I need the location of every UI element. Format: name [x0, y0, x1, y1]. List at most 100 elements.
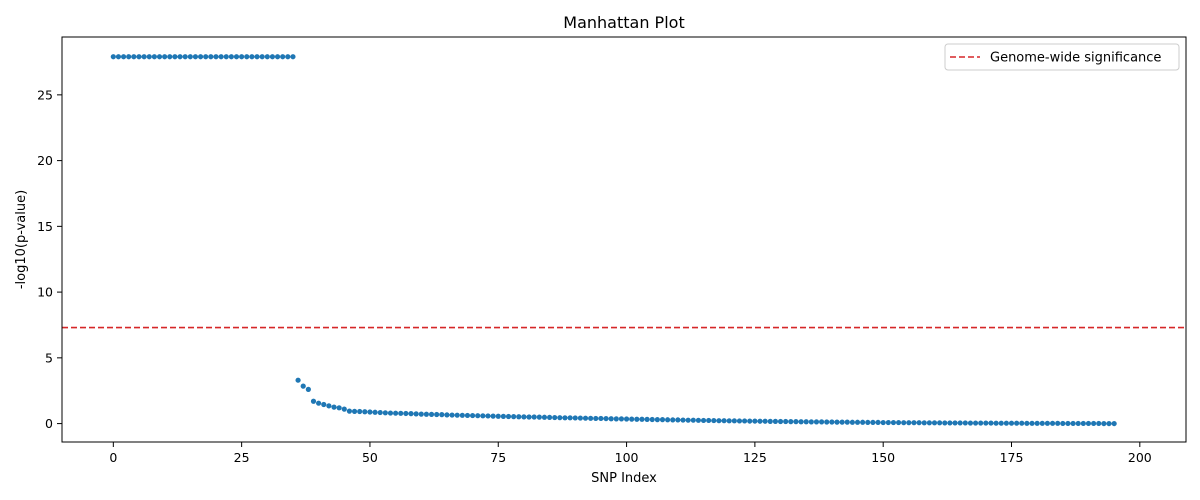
snp-point	[418, 411, 424, 417]
x-tick-label: 50	[362, 450, 378, 465]
snp-point	[469, 412, 476, 419]
snp-point	[1034, 420, 1040, 426]
snp-point	[254, 54, 260, 60]
snp-point	[870, 419, 876, 426]
snp-point	[259, 54, 265, 60]
snp-point	[998, 420, 1004, 426]
snp-point	[793, 419, 799, 425]
snp-point	[413, 411, 419, 417]
snp-point	[993, 420, 999, 426]
snp-point	[726, 418, 732, 424]
y-tick-label: 5	[45, 350, 53, 365]
snp-point	[783, 418, 789, 425]
snp-point	[639, 416, 645, 422]
snp-point	[120, 54, 127, 60]
snp-point	[670, 417, 676, 423]
x-tick-label: 0	[109, 450, 117, 465]
snp-point	[1065, 420, 1071, 427]
y-tick-label: 20	[37, 153, 53, 168]
snp-point	[777, 418, 784, 425]
snp-point	[321, 401, 327, 408]
snp-point	[680, 417, 686, 423]
snp-point	[110, 54, 116, 60]
snp-point	[582, 415, 589, 421]
x-tick-label: 175	[1000, 450, 1024, 465]
snp-point	[916, 420, 922, 426]
snp-point	[541, 414, 548, 420]
snp-point	[885, 419, 891, 426]
snp-point	[552, 414, 558, 421]
snp-point	[983, 420, 989, 426]
snp-point	[865, 419, 871, 426]
snp-point	[1085, 420, 1092, 427]
snp-point	[187, 54, 193, 60]
snp-point	[813, 419, 820, 425]
snp-point	[1101, 420, 1107, 427]
snp-point	[1091, 420, 1097, 427]
snp-point	[346, 408, 353, 414]
snp-point	[588, 415, 594, 421]
snp-point	[978, 420, 984, 426]
snp-point	[906, 420, 912, 426]
snp-point	[767, 418, 773, 424]
x-tick-label: 100	[615, 450, 639, 465]
snp-point	[1024, 420, 1030, 426]
y-axis-label: -log10(p-value)	[14, 190, 29, 289]
y-axis-ticks: 0 5 10 15 20 25	[37, 87, 62, 431]
snp-point	[921, 420, 927, 426]
snp-point	[274, 54, 281, 60]
snp-point	[208, 54, 214, 60]
snp-point	[428, 411, 435, 417]
snp-point	[649, 416, 655, 423]
snp-point	[244, 54, 250, 60]
snp-point	[911, 420, 917, 426]
snp-point	[942, 420, 948, 426]
snp-point	[839, 419, 845, 425]
snp-point	[167, 54, 173, 60]
snp-point	[752, 418, 758, 424]
legend-box	[944, 43, 1180, 71]
snp-point	[233, 54, 240, 60]
snp-point	[408, 411, 414, 417]
snp-point	[972, 420, 979, 426]
snp-point	[131, 54, 137, 60]
snp-point	[1060, 420, 1066, 427]
snp-point	[136, 54, 142, 60]
snp-point	[654, 417, 660, 423]
snp-point	[182, 54, 188, 60]
snp-point	[742, 418, 748, 424]
snp-point	[115, 54, 122, 60]
snp-point	[264, 54, 270, 60]
snp-point	[295, 377, 301, 383]
snp-point	[377, 409, 383, 416]
snp-point	[788, 419, 794, 425]
snp-point	[634, 416, 640, 422]
snp-point	[382, 410, 388, 416]
snp-point	[706, 417, 712, 424]
snp-point	[721, 418, 727, 424]
snp-point	[895, 419, 902, 426]
snp-point	[880, 419, 886, 426]
snp-point	[387, 410, 394, 416]
snp-point	[336, 405, 342, 411]
snp-point	[957, 420, 963, 426]
snp-point	[495, 413, 501, 419]
snp-point	[434, 411, 440, 418]
snp-point	[1039, 420, 1045, 426]
snp-point	[937, 420, 943, 426]
snp-point	[197, 54, 204, 60]
snp-point	[223, 54, 229, 60]
snp-point	[593, 415, 599, 422]
snp-point	[531, 414, 537, 420]
snp-point	[177, 54, 183, 60]
snp-point	[280, 54, 286, 60]
snp-point	[1029, 420, 1035, 426]
scatter-points-group	[110, 54, 1117, 427]
snp-point	[331, 404, 337, 410]
snp-point	[690, 417, 696, 423]
snp-point	[459, 412, 465, 418]
snp-point	[557, 415, 563, 421]
snp-point	[146, 54, 152, 60]
legend: Genome-wide significance	[944, 43, 1180, 71]
